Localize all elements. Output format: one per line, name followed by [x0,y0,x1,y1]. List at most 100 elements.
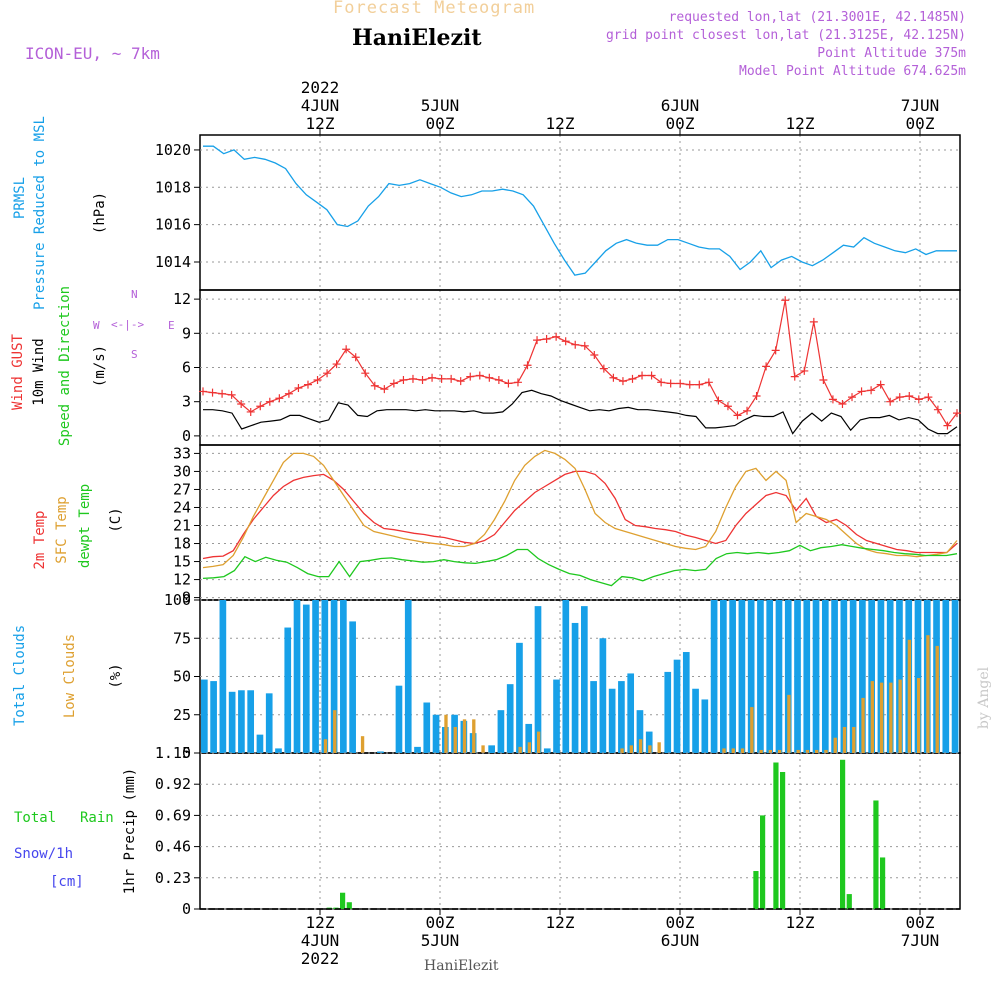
low-cloud-bar [527,742,532,753]
total-cloud-bar [543,748,551,753]
low-cloud-bar [536,731,541,753]
wind-gust-marker [571,340,580,349]
wind-gust-marker [628,374,637,383]
wind-gust-marker [666,379,675,388]
total-cloud-bar [877,600,885,753]
low-cloud-bar [787,694,791,753]
total-cloud-bar [859,600,866,753]
precip-label-total: Total [14,810,57,826]
total-cloud-bar [645,731,653,753]
wind-gust-marker [743,406,752,415]
total-cloud-bar [571,622,579,753]
low-cloud-bar [861,697,865,753]
low-cloud-bar [768,749,773,753]
wind-gust-marker [418,376,427,385]
low-cloud-bar [360,736,365,753]
low-cloud-bar [777,749,782,753]
total-cloud-bar [534,606,542,753]
low-cloud-bar [518,746,522,753]
compass-s: S [131,348,138,361]
wind-gust-marker [351,353,360,362]
total-cloud-bar [219,600,227,753]
ytick-label-precip-4: 0.92 [155,775,191,793]
ytick-label-precip-1: 0.23 [155,869,191,887]
ytick-label-precip-3: 0.69 [155,806,191,824]
wind-gust-marker [714,396,723,405]
wind-gust-marker [857,387,866,396]
xtick-top-label-1-1: 00Z [426,114,455,133]
total-cloud-bar [228,691,236,753]
total-cloud-bar [784,600,792,753]
total-cloud-bar [636,710,644,753]
wind-gust-marker [638,371,647,380]
total-cloud-bar [729,600,736,753]
low-cloud-bar [323,739,328,753]
total-cloud-bar [497,710,505,753]
wind-gust-marker [886,397,895,406]
total-cloud-bar [821,600,829,753]
total-cloud-bar [506,684,514,753]
wind-gust-marker [485,373,494,382]
temp-dewpoint-line [202,544,958,587]
precip-bar [340,892,346,909]
wind-gust-marker [552,332,561,341]
wind-gust-marker [399,376,408,385]
wind-gust-marker [332,360,341,369]
low-cloud-bar [333,710,337,753]
total-cloud-bar [886,600,894,753]
total-cloud-bar [488,745,495,753]
precip-label-rain: Rain [80,810,114,826]
wind-gust-marker [533,336,542,345]
total-cloud-bar [775,600,783,753]
panel-frame-4 [199,752,961,910]
xtick-bottom-label-0-2: 2022 [301,949,340,968]
ytick-label-temperature-3: 18 [173,535,191,553]
wind-gust-marker [762,362,771,371]
wind-gust-marker [199,387,207,396]
total-cloud-bar [701,699,709,753]
requested-coordinates: requested lon,lat (21.3001E, 42.1485N) [668,10,966,25]
ytick-label-wind-3: 9 [182,324,191,342]
wind-gust-marker [733,411,742,420]
wind-gust-marker [704,378,713,387]
xtick-bottom-label-0-1: 4JUN [301,931,340,950]
temp-2m-line [202,470,958,560]
total-cloud-bar [766,600,774,753]
low-cloud-bar [935,645,939,753]
ytick-label-wind-2: 6 [182,359,191,377]
wind-gust-marker [237,399,246,408]
wind-gust-marker [313,376,322,385]
xtick-bottom-label-5-1: 7JUN [901,931,940,950]
low-cloud-bar [722,748,726,753]
low-cloud-bar [472,719,476,753]
total-cloud-bar [682,652,690,753]
compass-e: E [168,319,175,332]
total-cloud-bar [414,746,421,753]
pressure-line [203,145,957,276]
wind-gust-marker [599,364,608,373]
precip-bar [753,871,759,909]
compass-n: N [131,288,138,301]
xtick-top-label-5-1: 00Z [906,114,935,133]
wind-gust-marker [361,369,370,378]
total-cloud-bar [256,734,264,753]
compass-arrows: <-|-> [111,318,145,331]
low-cloud-bar [898,679,902,753]
grid-coordinates: grid point closest lon,lat (21.3125E, 42… [605,28,966,43]
ytick-label-clouds-4: 100 [164,591,191,609]
total-cloud-bar [868,600,875,753]
low-cloud-bar [879,682,884,753]
ytick-label-temperature-8: 33 [173,444,191,462]
low-cloud-bar [638,739,643,753]
xtick-top-label-0-2: 12Z [306,114,335,133]
total-cloud-bar [849,600,857,753]
total-cloud-bar [812,600,820,753]
precip-bar [873,800,879,909]
total-cloud-bar [275,748,282,753]
total-cloud-bar [599,638,607,753]
wind-gust-marker [284,389,293,398]
low-cloud-bar [453,726,457,753]
xtick-top-label-5-0: 7JUN [901,96,940,115]
low-cloud-bar [444,714,448,753]
low-cloud-bar [916,678,921,753]
